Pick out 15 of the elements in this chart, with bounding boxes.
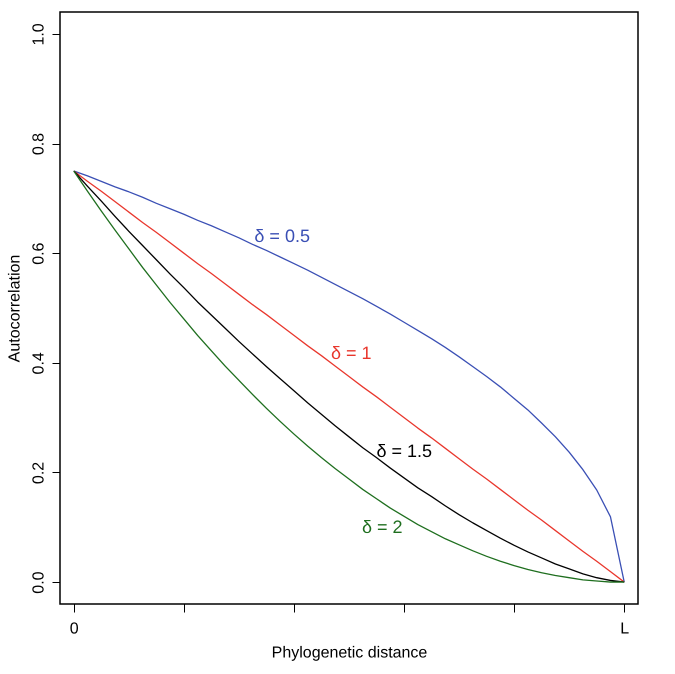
x-tick-label: 0 bbox=[70, 620, 79, 638]
y-tick-label: 0.4 bbox=[30, 352, 48, 374]
y-tick-label: 0.0 bbox=[30, 571, 48, 594]
x-axis-title: Phylogenetic distance bbox=[272, 644, 428, 662]
line-series bbox=[73, 170, 625, 583]
y-tick-label: 0.8 bbox=[30, 132, 48, 156]
y-tick-label: 0.2 bbox=[30, 462, 48, 484]
series-label: δ = 0.5 bbox=[254, 226, 310, 246]
y-axis-title: Autocorrelation bbox=[6, 254, 24, 362]
series-label: δ = 1 bbox=[330, 343, 372, 364]
series-label: δ = 2 bbox=[362, 517, 403, 538]
series-label: δ = 1.5 bbox=[376, 441, 432, 462]
x-tick-label: L bbox=[620, 620, 630, 638]
y-tick-label: 1.0 bbox=[30, 23, 48, 46]
y-tick-label: 0.6 bbox=[30, 242, 48, 265]
